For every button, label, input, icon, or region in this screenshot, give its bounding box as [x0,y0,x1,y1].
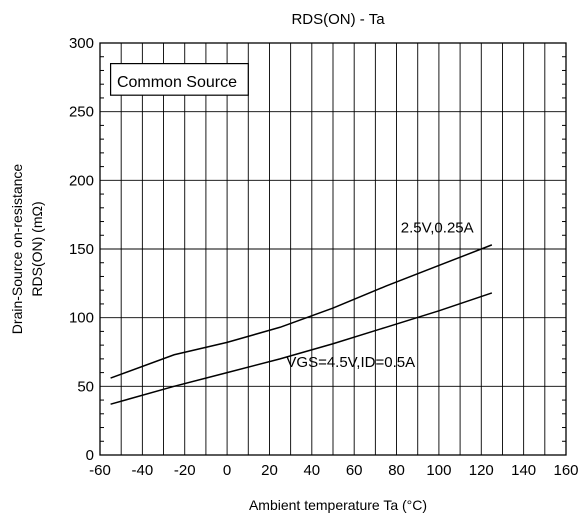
chart-title: RDS(ON) - Ta [291,11,385,28]
x-axis-label: Ambient temperature Ta (°C) [249,497,427,513]
annotation-box [109,62,249,96]
series-line-1 [110,244,493,379]
annotation-text: Common Source [117,74,237,91]
x-tick-label: 60 [346,462,363,479]
y-tick-label: 150 [69,241,94,258]
tick-labels: -60 -40 -20 0 20 40 60 80 100 120 140 160 0 50 100 150 2… [69,35,579,479]
series-lines [110,244,493,405]
x-tick-label: 20 [261,462,278,479]
y-axis-label-line1: Drain-Source on-resistance [9,164,25,335]
y-tick-label: 50 [77,378,94,395]
x-tick-label: 160 [553,462,578,479]
x-tick-label: 120 [469,462,494,479]
y-axis-label-line2: RDS(ON) (mΩ) [29,201,45,296]
y-tick-label: 0 [86,447,94,464]
y-tick-label: 300 [69,35,94,52]
y-tick-label: 100 [69,310,94,327]
x-tick-label: 80 [388,462,405,479]
y-tick-label: 250 [69,104,94,121]
axis-ticks [100,56,566,442]
plot-frame [99,42,567,456]
series-label-2p5v: 2.5V,0.25A [401,220,474,237]
x-tick-label: 100 [426,462,451,479]
series-line-2 [110,292,493,405]
grid [100,43,566,455]
x-tick-label: 0 [223,462,231,479]
x-tick-label: -60 [89,462,111,479]
x-tick-label: -40 [132,462,154,479]
series-label-4p5v: VGS=4.5V,ID=0.5A [286,354,415,371]
x-tick-label: 140 [511,462,536,479]
y-tick-label: 200 [69,172,94,189]
x-tick-label: 40 [303,462,320,479]
x-tick-label: -20 [174,462,196,479]
